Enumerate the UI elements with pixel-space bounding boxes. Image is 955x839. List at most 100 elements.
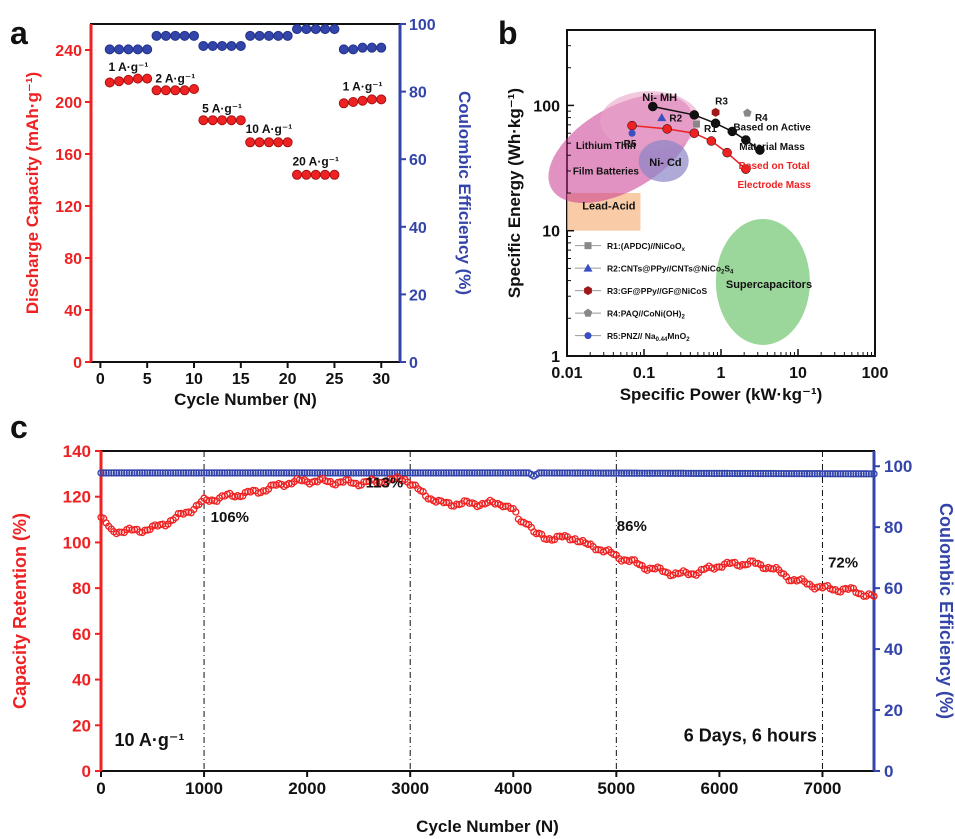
panel-c-annotation: 106% (211, 509, 249, 526)
panel-c-ce-point (360, 469, 368, 477)
panel-c-ce-point (720, 469, 729, 478)
literature-point-r5 (628, 129, 636, 137)
panel-c-ce-point (221, 469, 229, 477)
panel-c-ce-point (110, 469, 118, 477)
panel-c-ce-point (148, 469, 157, 477)
panel-c-ce-point (476, 469, 484, 477)
panel-a-ce-point (235, 40, 246, 51)
panel-c-ce-point (254, 469, 262, 477)
panel-a-ce-point (320, 24, 331, 35)
panel-c-retention-point (406, 481, 414, 489)
panel-c-yr-tick-label: 100 (884, 457, 912, 476)
panel-c-ce-point (602, 469, 610, 477)
panel-c-ce-point (146, 469, 154, 477)
panel-c-ce-point (612, 469, 620, 477)
panel-c-ce-point (751, 469, 760, 478)
panel-c-retention-point (767, 564, 775, 573)
panel-c-ce-point (635, 469, 644, 477)
panel-c-yl-tick-label: 140 (63, 442, 91, 461)
panel-c-ce-point (604, 469, 613, 477)
panel-a-capacity-point (254, 137, 265, 148)
panel-c-ce-point (772, 469, 780, 478)
panel-c-retention-point (115, 528, 123, 536)
panel-c-ce-point (442, 469, 450, 477)
panel-c-ce-point (97, 469, 105, 477)
panel-c-ce-point (197, 469, 206, 477)
panel-c-ce-point (202, 469, 211, 477)
panel-c-yr-tick-label: 80 (884, 518, 903, 537)
panel-c-ce-point (362, 469, 371, 477)
panel-b-x-tick-label: 1 (717, 365, 726, 382)
panel-a-ce-point (132, 44, 143, 55)
panel-c-ce-point (463, 469, 471, 477)
panel-a-capacity-point (273, 137, 284, 148)
panel-c-retention-point (759, 564, 767, 573)
panel-c-ce-point (870, 470, 878, 478)
panel-c-retention-point (553, 532, 561, 541)
panel-a-ce-point (282, 30, 293, 41)
panel-c-ce-point (749, 469, 757, 478)
panel-c-ce-point (854, 470, 863, 478)
panel-c-ce-point (571, 469, 579, 477)
panel-c-annotation: 72% (828, 555, 858, 572)
panel-c-ce-point (329, 469, 337, 477)
panel-c-retention-point (507, 504, 515, 513)
active-mass-label-2: Material Mass (739, 142, 805, 153)
panel-c-ce-point (303, 469, 311, 477)
panel-c-ce-point (793, 469, 801, 478)
panel-c-ce-point (344, 469, 353, 477)
panel-a-ce-point (292, 24, 302, 35)
panel-c-ce-point (574, 469, 582, 477)
panel-b-y-tick-label: 1 (551, 349, 560, 366)
panel-c-retention-point (512, 508, 520, 516)
total-mass-point (689, 128, 700, 138)
total-mass-label-2: Electrode Mass (737, 180, 811, 191)
panel-c-ce-point (424, 469, 432, 477)
panel-c-ce-point (125, 469, 133, 477)
panel-c-ce-point (128, 469, 136, 477)
panel-c-ce-point (633, 469, 641, 477)
panel-c-ce-point (355, 469, 363, 477)
legend-label-r5: R5:PNZ// Na0.44MnO2 (607, 331, 690, 343)
legend-marker-r5 (584, 332, 592, 340)
panel-c-ce-point (857, 470, 865, 478)
literature-point-r2 (657, 113, 667, 122)
panel-c-ce-point (236, 469, 244, 477)
panel-c-ce-point (767, 469, 775, 478)
panel-c-yl-tick-label: 0 (82, 762, 91, 781)
panel-c-ce-point (509, 469, 517, 477)
panel-c-x-tick-label: 4000 (494, 779, 532, 798)
panel-c-ce-point (455, 469, 463, 477)
panel-a-ce-point (226, 40, 237, 51)
panel-c-ce-point (226, 469, 234, 477)
panel-c-ce-point (785, 469, 793, 478)
panel-b-x-label: Specific Power (kW·kg⁻¹) (620, 385, 823, 404)
panel-c-retention-point (452, 500, 461, 508)
panel-a-capacity-point (179, 85, 190, 96)
panel-c-ce-point (107, 469, 115, 477)
panel-c-ce-point (133, 469, 141, 477)
panel-c-ce-point (416, 469, 425, 477)
panel-c-ce-point (123, 469, 131, 477)
panel-c-ce-point (695, 469, 703, 478)
panel-a-ce-point (207, 40, 218, 51)
panel-a-yl-tick-label: 200 (55, 95, 82, 112)
panel-c-ce-point (120, 469, 128, 477)
panel-c-ce-point (648, 469, 657, 477)
panel-c-ce-point (161, 469, 170, 477)
panel-c-ce-point (581, 469, 590, 477)
panel-c-ce-point (184, 469, 193, 477)
panel-a-ce-point (338, 44, 349, 55)
active-mass-point (741, 135, 751, 145)
panel-c-ce-point (393, 469, 401, 477)
panel-c-ce-point (728, 469, 736, 478)
panel-a-capacity-point (217, 115, 228, 126)
panel-c-yr-tick-label: 0 (884, 762, 893, 781)
legend-label-r2: R2:CNTs@PPy//CNTs@NiCo2S4 (607, 264, 734, 276)
panel-c-ce-point (298, 469, 306, 477)
panel-c-ce-point (398, 469, 407, 477)
panel-c-ce-point (290, 469, 298, 477)
panel-c-ce-point (803, 470, 811, 478)
panel-c-ce-point (589, 469, 597, 477)
panel-c-ce-point (378, 469, 386, 477)
